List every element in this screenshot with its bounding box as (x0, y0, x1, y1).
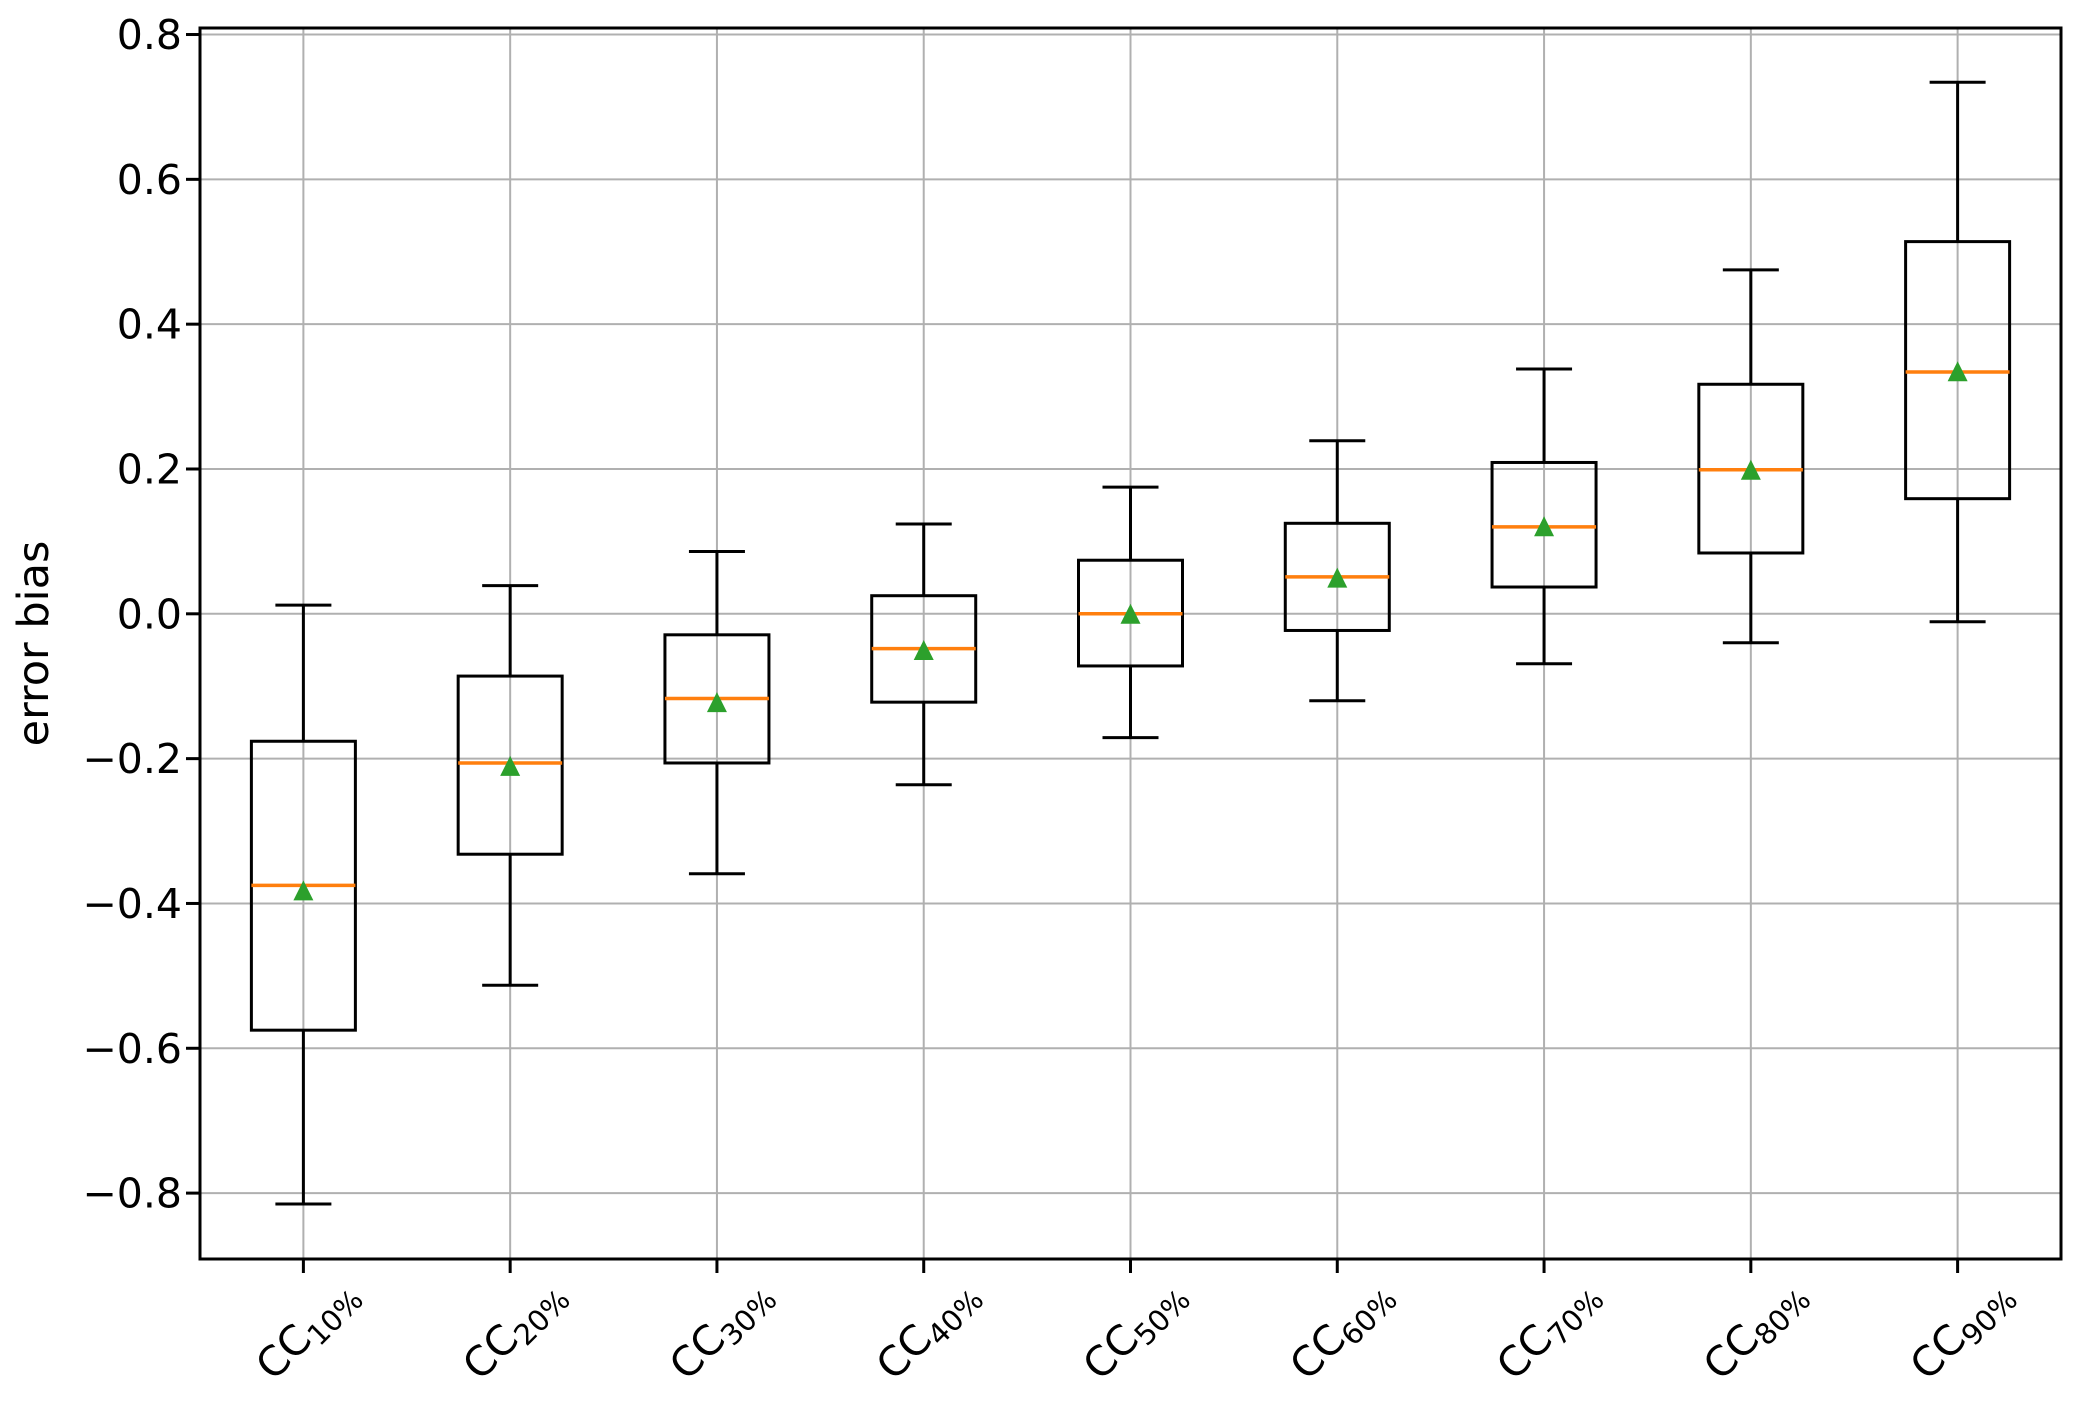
iqr-box (1904, 240, 2012, 501)
y-tick-label: 0.4 (117, 301, 182, 349)
mean-triangle-marker (500, 755, 521, 776)
mean-triangle-marker (1740, 459, 1761, 480)
axes-spines (198, 26, 2063, 1261)
y-tick-label: 0.6 (117, 156, 182, 204)
mean-triangle-marker (1947, 361, 1968, 382)
y-tick-label: −0.4 (82, 880, 182, 928)
y-tick-label: −0.6 (82, 1025, 182, 1073)
y-axis-label: error bias (9, 541, 59, 747)
y-tick-label: 0.0 (117, 590, 182, 638)
mean-triangle-marker (293, 880, 314, 901)
mean-triangle-marker (1327, 567, 1348, 588)
mean-triangle-marker (1534, 516, 1555, 537)
y-tick-label: 0.2 (117, 445, 182, 493)
y-tick-label: 0.8 (117, 11, 182, 59)
y-tick-label: −0.2 (82, 735, 182, 783)
mean-triangle-marker (913, 640, 934, 661)
iqr-box (1490, 460, 1598, 589)
y-tick-label: −0.8 (82, 1170, 182, 1218)
iqr-box (456, 674, 564, 856)
mean-triangle-marker (1120, 603, 1141, 624)
mean-triangle-marker (706, 692, 727, 713)
